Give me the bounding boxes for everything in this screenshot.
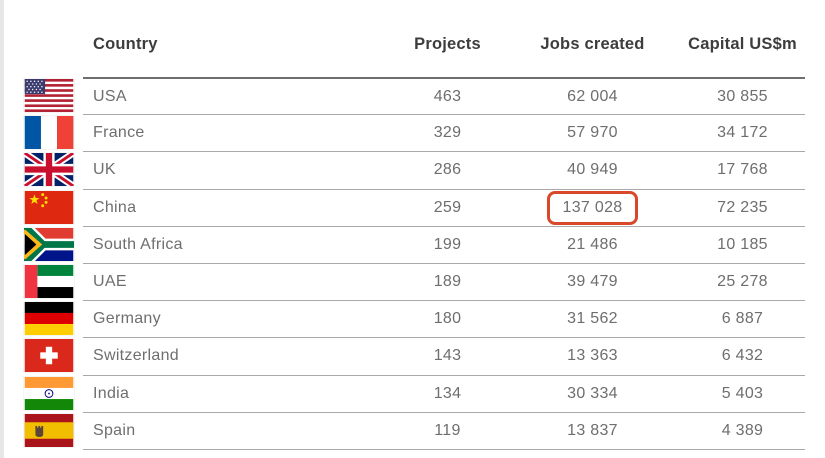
country-cell: Germany [93, 310, 161, 328]
table-row-china: China 259 137 028 72 235 [0, 188, 805, 226]
capital-cell: 30 855 [717, 87, 768, 105]
country-cell: South Africa [93, 235, 183, 253]
flag-cell [0, 300, 83, 337]
table-row-france: France 329 57 970 34 172 [0, 114, 805, 151]
jobs-created-cell: 21 486 [567, 235, 618, 253]
flag-cell [0, 114, 83, 151]
flag-cell [0, 189, 83, 226]
projects-cell: 134 [433, 384, 462, 402]
table-row-uk: UK 286 40 949 17 768 [0, 151, 805, 188]
projects-cell: 189 [433, 273, 462, 291]
projects-cell: 119 [434, 421, 461, 439]
table-row-switzerland: Switzerland 143 13 363 6 432 [0, 337, 805, 374]
capital-column-header: Capital US$m [688, 35, 797, 53]
jobs-created-cell: 30 334 [567, 384, 618, 402]
capital-cell: 72 235 [717, 198, 768, 216]
flag-cell [0, 77, 83, 114]
table-header-row: Country Projects Jobs created Capital US… [0, 0, 805, 77]
country-cell: France [93, 124, 145, 142]
flag-cell [0, 226, 83, 263]
usa-flag-icon [24, 79, 74, 113]
flag-header-cell [0, 0, 83, 77]
capital-cell: 17 768 [717, 161, 768, 179]
capital-cell: 34 172 [717, 124, 768, 142]
country-cell: UAE [93, 273, 127, 291]
table-row-usa: USA 463 62 004 30 855 [0, 77, 805, 114]
capital-cell: 6 887 [721, 310, 764, 328]
capital-cell: 4 389 [721, 421, 764, 439]
south-africa-flag-icon [24, 227, 74, 261]
china-flag-icon [24, 190, 74, 224]
projects-cell: 329 [433, 124, 462, 142]
country-cell: Spain [93, 421, 136, 439]
country-cell: UK [93, 161, 116, 179]
germany-flag-icon [24, 302, 74, 336]
jobs-created-cell: 39 479 [567, 273, 618, 291]
flag-cell [0, 412, 83, 449]
table-bottom-rule [83, 448, 805, 450]
capital-cell: 10 185 [717, 235, 768, 253]
country-cell: Switzerland [93, 347, 180, 365]
left-edge-strip [0, 0, 4, 458]
projects-cell: 463 [433, 87, 462, 105]
country-cell: USA [93, 87, 127, 105]
capital-cell: 5 403 [721, 384, 764, 402]
jobs-created-cell: 137 028 [505, 190, 680, 225]
flag-cell [0, 263, 83, 300]
jobs-created-cell: 31 562 [567, 310, 618, 328]
jobs-created-cell: 57 970 [567, 124, 618, 142]
jobs-created-cell: 13 363 [567, 347, 618, 365]
table-row-uae: UAE 189 39 479 25 278 [0, 262, 805, 300]
jobs-created-cell: 13 837 [567, 421, 618, 439]
projects-cell: 199 [433, 235, 462, 253]
flag-cell [0, 375, 83, 412]
highlighted-value: 137 028 [562, 198, 623, 216]
uk-flag-icon [24, 153, 74, 187]
country-column-header: Country [93, 35, 158, 53]
jobs-created-cell: 62 004 [567, 87, 618, 105]
projects-cell: 143 [433, 347, 462, 365]
projects-cell: 259 [433, 198, 462, 216]
projects-cell: 180 [433, 310, 462, 328]
jobs-created-cell: 40 949 [567, 161, 618, 179]
switzerland-flag-icon [24, 339, 74, 373]
highlight-box: 137 028 [546, 190, 639, 225]
country-cell: India [93, 384, 130, 402]
france-flag-icon [24, 116, 74, 150]
india-flag-icon [24, 376, 74, 410]
table-row-spain: Spain 119 13 837 4 389 [0, 411, 805, 449]
capital-cell: 6 432 [721, 347, 764, 365]
table-row-india: India 134 30 334 5 403 [0, 374, 805, 412]
table-row-south-africa: South Africa 199 21 486 10 185 [0, 225, 805, 263]
jobs-created-column-header: Jobs created [540, 35, 645, 53]
projects-column-header: Projects [414, 35, 481, 53]
uae-flag-icon [24, 265, 74, 299]
country-cell: China [93, 198, 137, 216]
projects-cell: 286 [433, 161, 462, 179]
table-row-germany: Germany 180 31 562 6 887 [0, 300, 805, 337]
flag-cell [0, 151, 83, 188]
capital-cell: 25 278 [717, 273, 768, 291]
flag-cell [0, 337, 83, 374]
spain-flag-icon [24, 413, 74, 447]
fdi-country-table: Country Projects Jobs created Capital US… [0, 0, 805, 450]
